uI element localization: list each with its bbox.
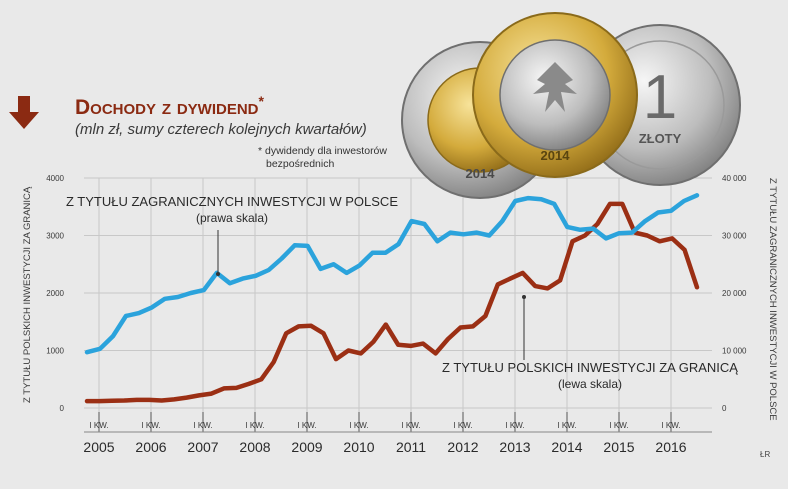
quarter-tick-label: I KW. bbox=[557, 421, 576, 430]
coin-2zl-front: 2014 bbox=[472, 12, 638, 178]
quarter-tick-label: I KW. bbox=[453, 421, 472, 430]
series-line-polish-investments bbox=[84, 201, 700, 404]
year-tick-label: 2012 bbox=[447, 439, 478, 455]
coin-1zl-denomination: 1 bbox=[643, 63, 677, 132]
year-tick-label: 2005 bbox=[83, 439, 114, 455]
polish-series-scale: (lewa skala) bbox=[558, 377, 622, 391]
quarter-tick-label: I KW. bbox=[349, 421, 368, 430]
foreign-series-annotation: Z TYTUŁU ZAGRANICZNYCH INWESTYCJI W POLS… bbox=[66, 194, 398, 276]
quarter-tick-label: I KW. bbox=[661, 421, 680, 430]
quarter-tick-label: I KW. bbox=[401, 421, 420, 430]
right-tick-label: 10 000 bbox=[722, 347, 747, 356]
right-axis-label: Z TYTUŁU ZAGRANICZNYCH INWESTYCJI W POLS… bbox=[767, 178, 778, 421]
quarter-tick-label: I KW. bbox=[609, 421, 628, 430]
left-tick-label: 2000 bbox=[46, 289, 64, 298]
coin-1zl-currency: ZŁOTY bbox=[639, 131, 682, 146]
footnote-line1: * dywidendy dla inwestorów bbox=[258, 145, 387, 157]
year-tick-label: 2006 bbox=[135, 439, 166, 455]
coin-back-year: 2014 bbox=[466, 166, 496, 181]
year-tick-label: 2015 bbox=[603, 439, 634, 455]
left-axis-label: Z TYTUŁU POLSKICH INWESTYCJI ZA GRANICĄ bbox=[22, 186, 33, 403]
down-arrow-icon bbox=[9, 96, 39, 129]
quarter-tick-label: I KW. bbox=[297, 421, 316, 430]
header: Dochody z dywidend* (mln zł, sumy cztere… bbox=[9, 93, 387, 170]
left-tick-label: 4000 bbox=[46, 174, 64, 183]
footnote-line2: bezpośrednich bbox=[266, 158, 334, 170]
chart-subtitle: (mln zł, sumy czterech kolejnych kwartał… bbox=[75, 121, 367, 138]
series-lines bbox=[84, 193, 700, 404]
quarter-tick-label: I KW. bbox=[193, 421, 212, 430]
credit: ŁR bbox=[760, 450, 770, 459]
chart-title: Dochody z dywidend bbox=[75, 96, 259, 119]
quarter-tick-label: I KW. bbox=[245, 421, 264, 430]
year-tick-label: 2016 bbox=[655, 439, 686, 455]
eagle-icon bbox=[533, 62, 577, 112]
quarter-tick-label: I KW. bbox=[89, 421, 108, 430]
coin-front-year: 2014 bbox=[541, 148, 571, 163]
year-tick-label: 2010 bbox=[343, 439, 374, 455]
right-tick-label: 30 000 bbox=[722, 232, 747, 241]
svg-text:Dochody z dywidend*: Dochody z dywidend* bbox=[75, 93, 265, 119]
foreign-series-scale: (prawa skala) bbox=[196, 211, 268, 225]
year-tick-label: 2008 bbox=[239, 439, 270, 455]
year-tick-label: 2014 bbox=[551, 439, 582, 455]
year-tick-label: 2013 bbox=[499, 439, 530, 455]
quarter-tick-label: I KW. bbox=[141, 421, 160, 430]
right-tick-label: 20 000 bbox=[722, 289, 747, 298]
title-asterisk: * bbox=[259, 93, 265, 109]
left-tick-label: 1000 bbox=[46, 347, 64, 356]
left-tick-label: 3000 bbox=[46, 232, 64, 241]
series-line-foreign-investments bbox=[84, 193, 700, 355]
polish-series-annotation: Z TYTUŁU POLSKICH INWESTYCJI ZA GRANICĄ … bbox=[442, 295, 738, 391]
axis-ticks: 0 1000 2000 3000 4000 0 10 000 20 000 30 000 40 0… bbox=[46, 174, 747, 455]
grid-lines bbox=[84, 177, 712, 432]
quarter-tick-label: I KW. bbox=[505, 421, 524, 430]
year-tick-label: 2009 bbox=[291, 439, 322, 455]
year-tick-label: 2007 bbox=[187, 439, 218, 455]
right-tick-label: 0 bbox=[722, 404, 727, 413]
foreign-series-label: Z TYTUŁU ZAGRANICZNYCH INWESTYCJI W POLS… bbox=[66, 194, 398, 209]
left-tick-label: 0 bbox=[60, 404, 65, 413]
polish-series-label: Z TYTUŁU POLSKICH INWESTYCJI ZA GRANICĄ bbox=[442, 360, 738, 375]
year-tick-label: 2011 bbox=[396, 439, 426, 455]
right-tick-label: 40 000 bbox=[722, 174, 747, 183]
